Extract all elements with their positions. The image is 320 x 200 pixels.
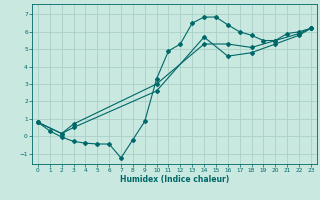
X-axis label: Humidex (Indice chaleur): Humidex (Indice chaleur) — [120, 175, 229, 184]
